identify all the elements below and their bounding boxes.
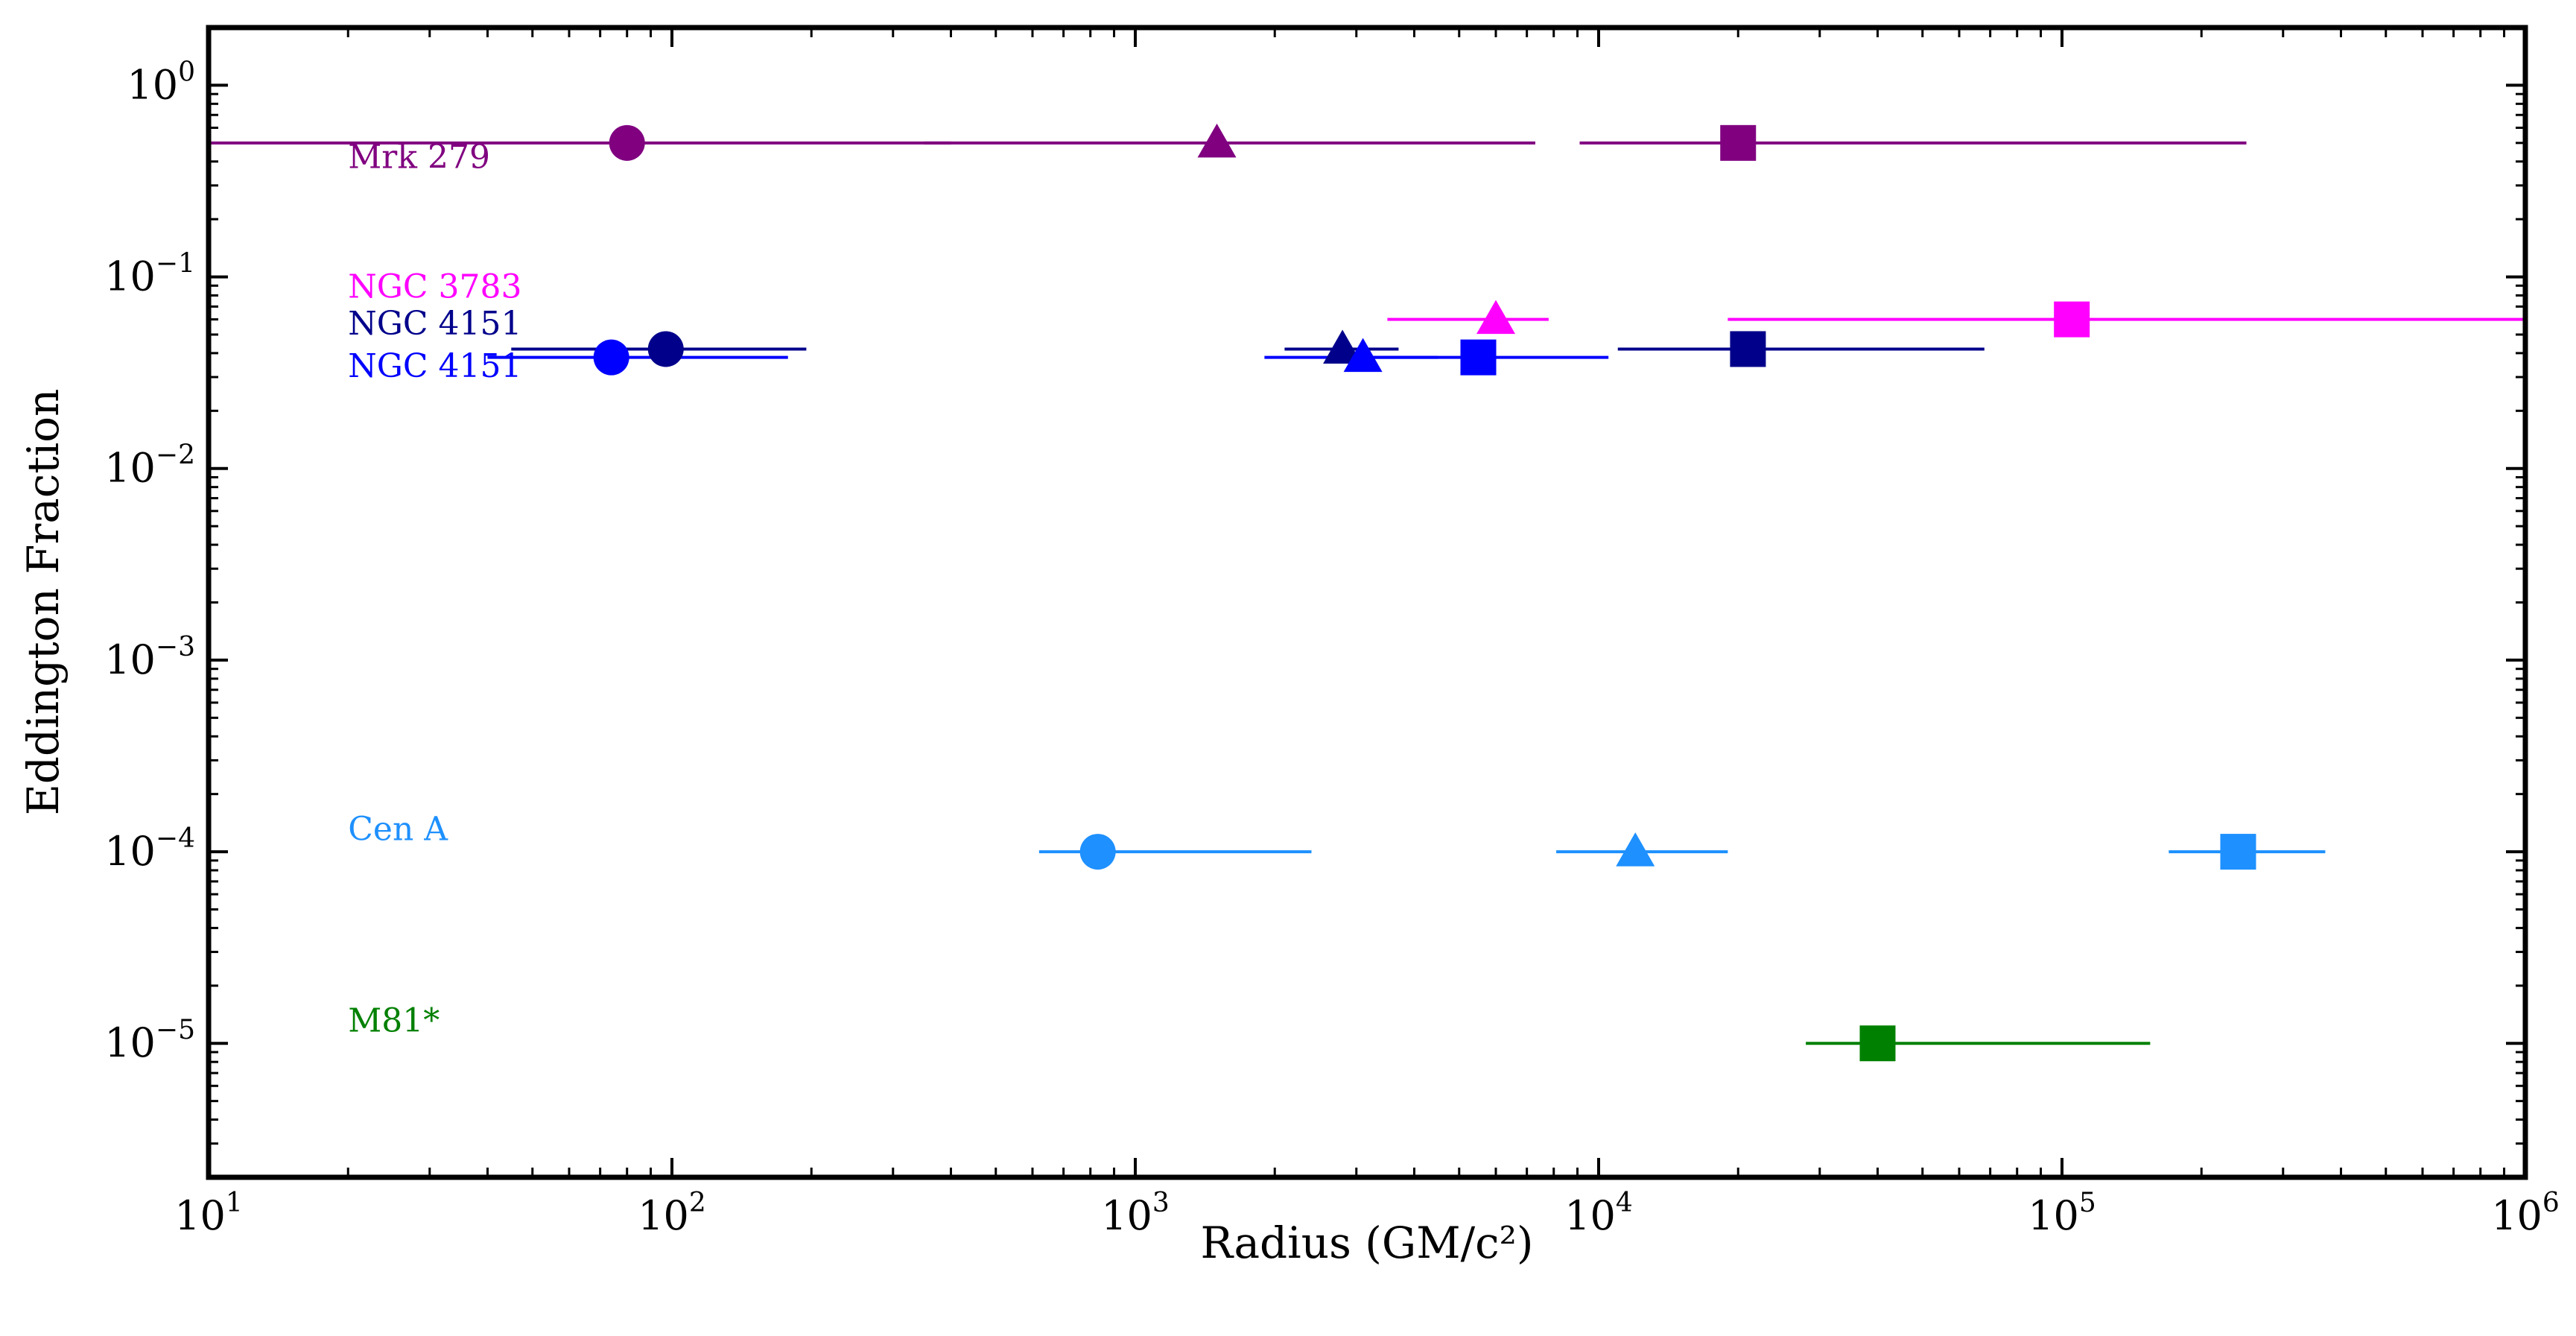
axis-tick-labels: 101 102 103 104 105 106 100 10−1 10−2 10−3 10−4 10−… — [104, 57, 2560, 1239]
series-label: Mrk 279 — [348, 138, 490, 176]
x-tick-label: 103 — [1101, 1188, 1170, 1239]
x-tick-label: 106 — [2491, 1188, 2560, 1239]
triangle-marker — [1198, 124, 1237, 158]
circle-marker — [609, 125, 645, 161]
error-bars — [209, 143, 2525, 1043]
series-label: Cen A — [348, 810, 448, 848]
triangle-marker — [1476, 300, 1515, 335]
square-marker — [2220, 834, 2256, 870]
series-label: NGC 4151 — [348, 305, 521, 343]
axis-ticks — [209, 28, 2525, 1177]
x-tick-label: 105 — [2028, 1188, 2096, 1239]
square-marker — [1720, 125, 1756, 161]
y-tick-label: 10−1 — [104, 249, 195, 300]
y-tick-label: 10−2 — [104, 440, 195, 492]
series-label: NGC 3783 — [348, 267, 521, 305]
square-marker — [2054, 302, 2090, 338]
series-label: M81* — [348, 1002, 440, 1040]
square-marker — [1730, 331, 1766, 367]
x-tick-label: 104 — [1564, 1188, 1633, 1239]
square-marker — [1859, 1025, 1895, 1061]
circle-marker — [648, 331, 684, 367]
y-tick-label: 100 — [127, 57, 195, 108]
plot-frame — [209, 28, 2525, 1177]
x-tick-label: 101 — [174, 1188, 243, 1239]
x-axis-title: Radius (GM/c²) — [1200, 1218, 1533, 1268]
square-marker — [1461, 340, 1497, 376]
series-label: NGC 4151 — [348, 347, 521, 385]
x-tick-label: 102 — [638, 1188, 706, 1239]
circle-marker — [1080, 834, 1116, 870]
data-markers — [594, 124, 2256, 1061]
y-tick-label: 10−5 — [104, 1015, 195, 1066]
y-axis-title: Eddington Fraction — [18, 389, 69, 816]
circle-marker — [594, 340, 629, 376]
y-tick-label: 10−4 — [104, 823, 195, 875]
triangle-marker — [1616, 832, 1655, 867]
y-tick-label: 10−3 — [104, 632, 195, 683]
